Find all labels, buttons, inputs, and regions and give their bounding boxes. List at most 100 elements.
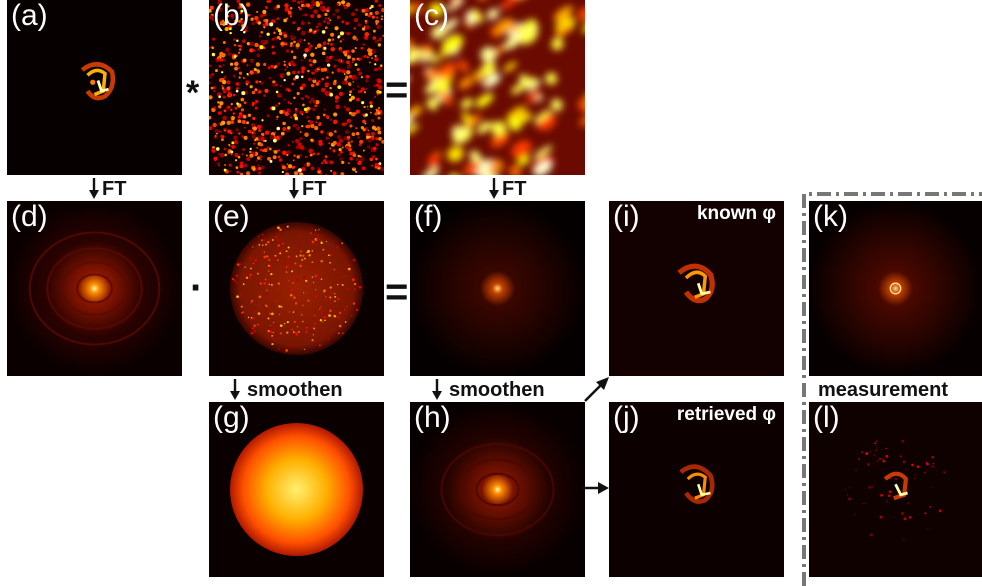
reconstruction-retrieved-phase [609,402,784,577]
speckle-dot [326,21,331,25]
speckle-dot [365,74,370,79]
speckle-dot [239,161,244,165]
speckle-dot [273,327,276,330]
speckle-dot [299,86,304,91]
speckle-dot [245,83,249,86]
speckle-dot [243,126,246,129]
speckle-dot [879,515,883,519]
speckle-dot [360,156,365,162]
speckle-dot [338,311,342,315]
speckle-dot [292,311,295,313]
speckle-dot [286,154,289,157]
speckle-dot [367,129,370,132]
speckle-dot [312,281,315,283]
speckle-dot [223,109,227,113]
speckle-dot [341,69,346,74]
speckle-dot [296,278,299,282]
speckle-dot [374,162,379,167]
speckle-dot [289,44,293,48]
speckle-dot [309,232,312,235]
speckle-dot [259,45,264,50]
speckle-dot [873,454,875,456]
speckle-dot [323,331,325,334]
speckle-dot [230,116,233,119]
speckle-dot [312,59,317,64]
speckle-dot [271,334,274,337]
speckle-dot [262,23,267,28]
speckle-dot [210,86,214,90]
speckle-dot [376,126,381,131]
speckle-dot [308,148,313,154]
speckle-blob [412,2,423,14]
speckle-dot [295,139,300,144]
speckle-dot [233,43,237,47]
speckle-dot [266,305,268,308]
speckle-dot [209,81,211,85]
speckle-dot [844,489,847,491]
speckle-dot [355,131,360,136]
speckle-dot [287,144,290,147]
speckle-blob [511,140,532,159]
speckle-dot [221,79,227,85]
speckle-dot [235,166,239,170]
speckle-blob [447,146,464,162]
speckle-dot [300,75,304,79]
speckle-dot [290,42,293,45]
speckle-blob [529,90,540,100]
speckle-dot [252,246,254,248]
speckle-dot [290,270,293,273]
speckle-blob [519,19,538,35]
speckle-dot [327,38,331,42]
speckle-dot [213,156,218,161]
speckle-dot [240,108,245,112]
speckle-dot [299,38,303,42]
speckle-dot [279,332,283,335]
speckle-dot [345,21,349,25]
speckle-dot [332,140,337,145]
speckle-dot [249,13,252,16]
speckle-blob [422,167,439,175]
speckle-dot [370,4,374,9]
speckle-dot [247,129,252,134]
speckle-dot [293,55,297,60]
speckle-dot [266,255,269,258]
speckle-blob [434,78,451,93]
speckle-dot [233,279,236,282]
speckle-dot [379,166,384,172]
speckle-dot [292,70,296,75]
speckle-dot [266,114,270,118]
speckle-dot [257,323,259,326]
speckle-dot [285,49,290,53]
equals-operator: = [385,270,409,314]
speckle-blob [451,125,466,141]
speckle-dot [297,0,301,4]
speckle-dot [308,164,311,166]
speckle-dot [250,302,252,304]
speckle-dot [273,150,278,154]
speckle-dot [321,30,326,34]
speckle-blob [427,156,440,168]
speckle-dot [343,254,346,257]
speckle-dot [273,31,276,35]
speckle-dot [301,259,303,261]
speckle-dot [255,62,261,67]
speckle-dot [337,36,340,39]
speckle-dot [902,460,906,464]
speckle-blob [517,155,530,167]
speckle-dot [263,94,267,97]
speckle-dot [256,53,261,58]
speckle-dot [296,325,299,328]
speckle-dot [247,316,250,319]
speckle-dot [264,88,269,93]
speckle-dot [238,23,241,27]
speckle-dot [374,10,379,15]
speckle-dot [295,333,299,336]
speckle-dot [344,129,349,134]
speckle-dot [218,122,221,125]
speckle-dot [903,538,905,541]
speckle-dot [355,127,358,130]
speckle-dot [275,104,279,108]
speckle-dot [260,39,265,45]
speckle-dot [253,330,256,333]
speckle-dot [229,131,233,135]
